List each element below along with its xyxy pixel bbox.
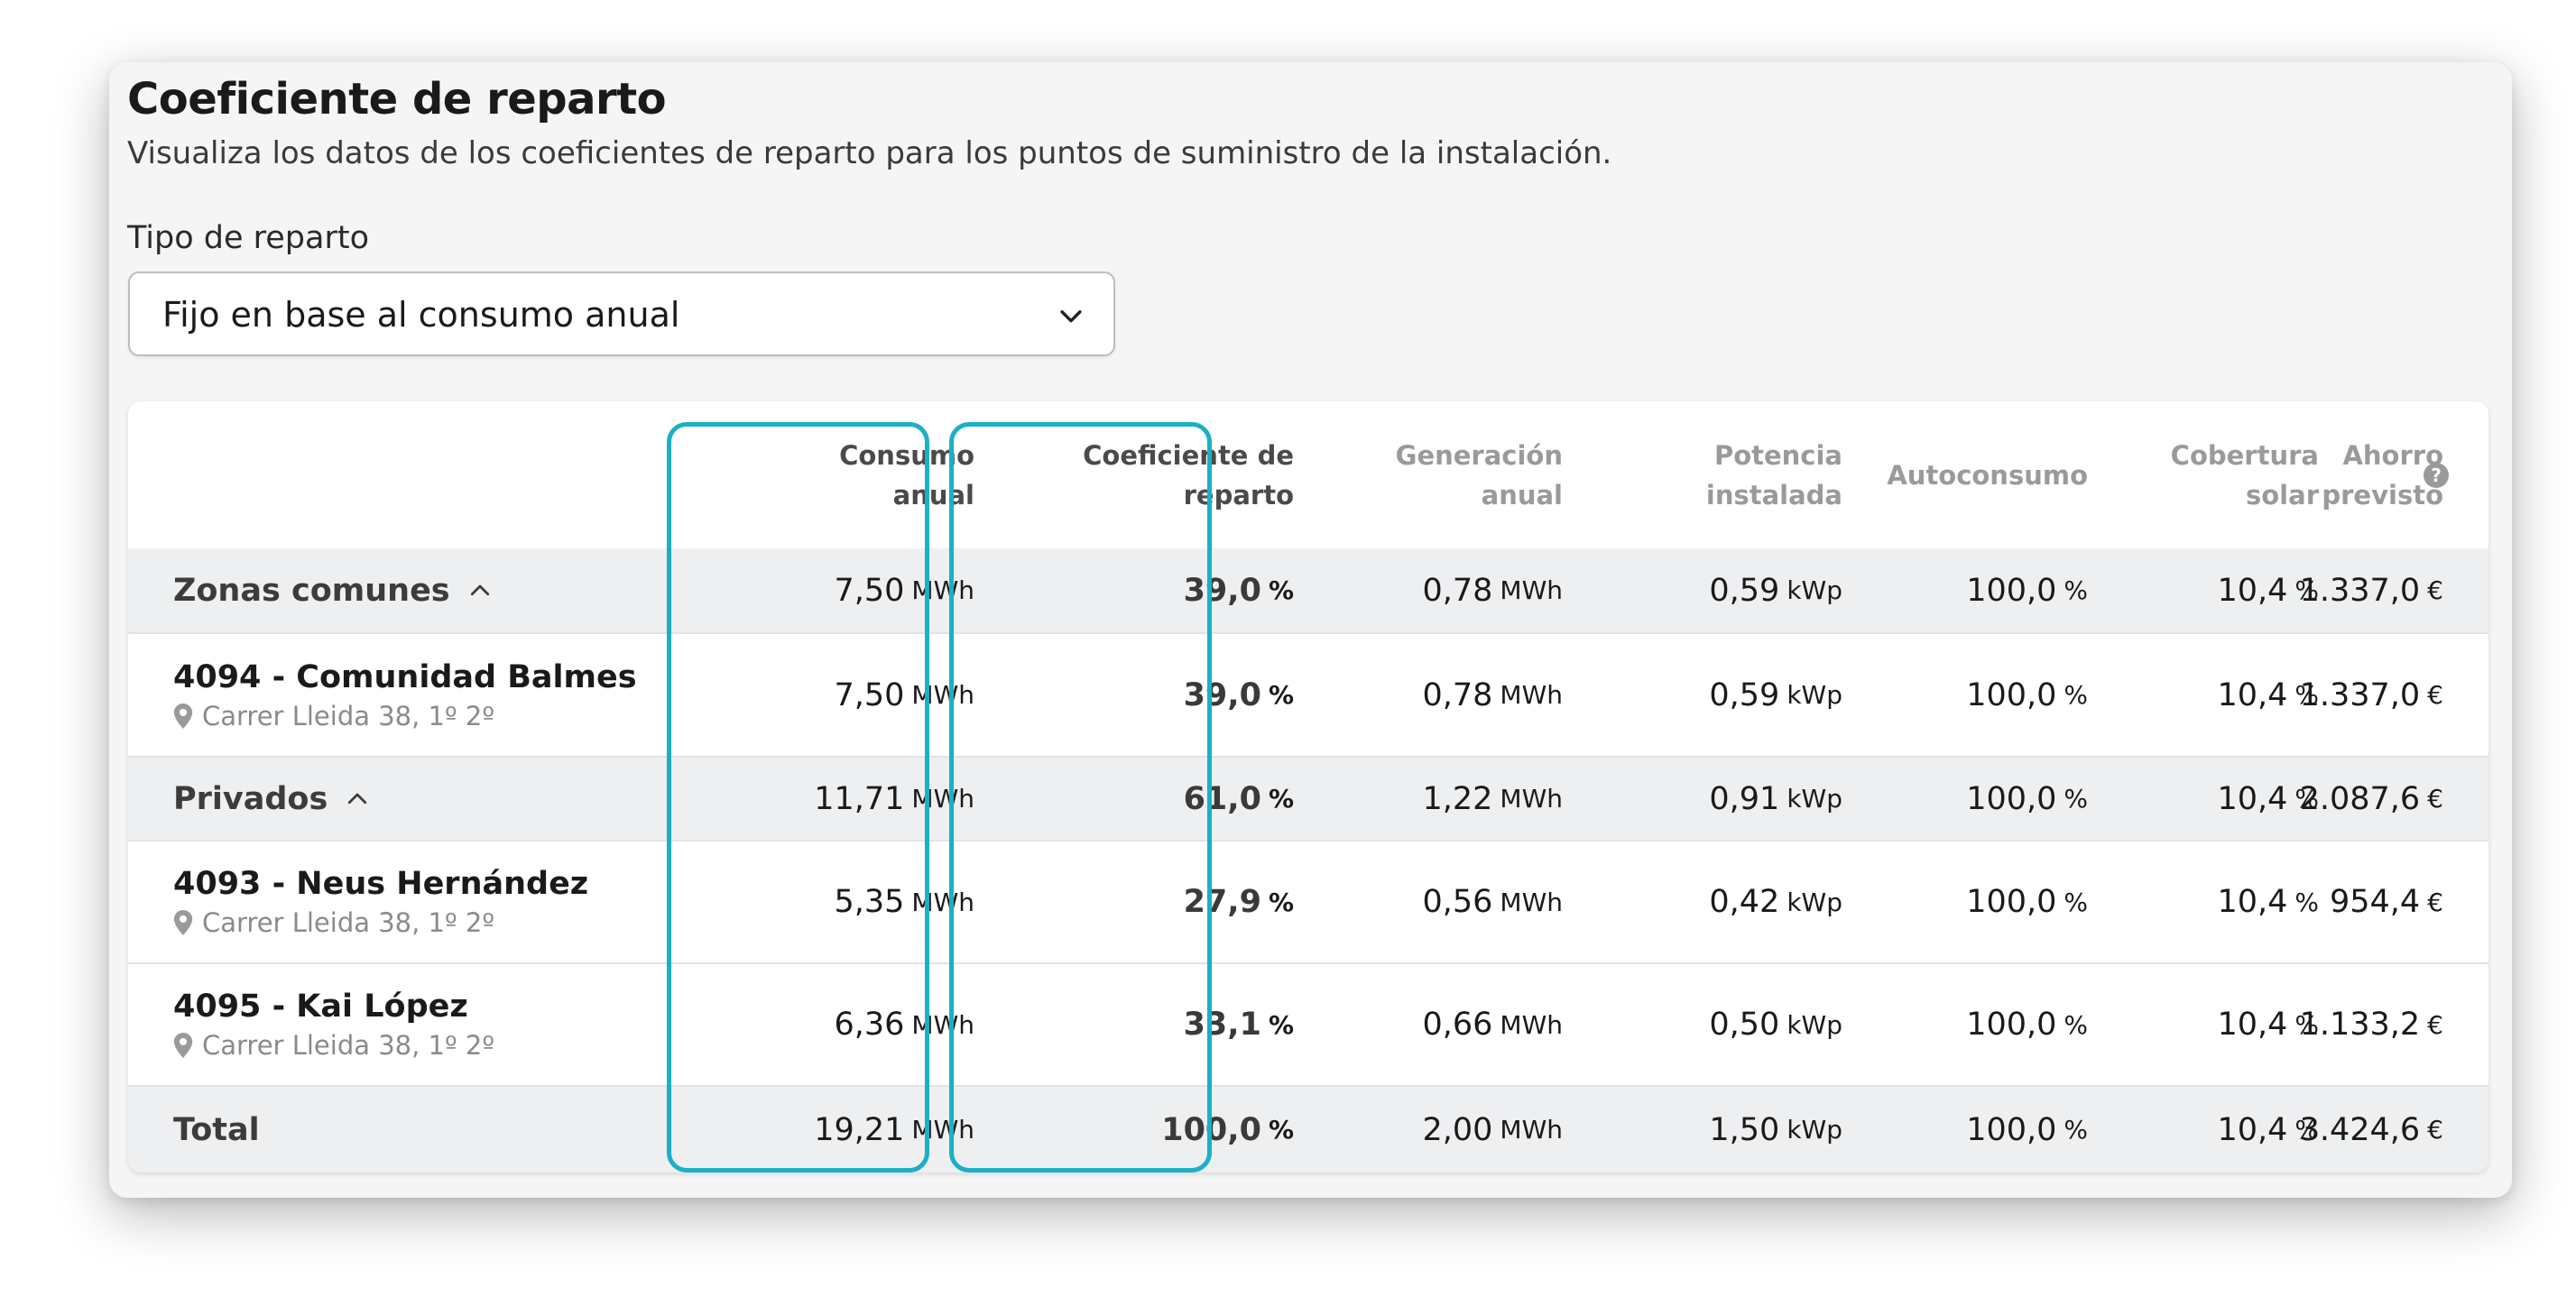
cell-generacion: 2,00 MWh bbox=[1422, 1111, 1563, 1148]
cell-ahorro: 1.337,0 € bbox=[2299, 572, 2443, 609]
col-header-ahorro: Ahorro previsto bbox=[2322, 439, 2443, 510]
table-group-row[interactable]: Privados 11,71 MWh 61,0% 1,22 MWh 0,91 kWp … bbox=[128, 756, 2488, 840]
chevron-up-icon[interactable] bbox=[344, 786, 371, 813]
cell-potencia: 0,50 kWp bbox=[1709, 1007, 1842, 1043]
cell-ahorro: 3.424,6 € bbox=[2299, 1111, 2443, 1148]
cell-cobertura: 10,4% bbox=[2217, 884, 2319, 920]
cell-autoconsumo: 100,0% bbox=[1966, 1007, 2088, 1043]
page-title: Coeficiente de reparto bbox=[127, 74, 667, 124]
cell-consumo: 7,50 MWh bbox=[834, 676, 974, 713]
table-row[interactable]: 4095 - Kai López Carrer Lleida 38, 1º 2º… bbox=[128, 962, 2488, 1085]
supply-point-address: Carrer Lleida 38, 1º 2º bbox=[202, 700, 494, 731]
supply-point-name: 4093 - Neus Hernández bbox=[173, 866, 589, 902]
cell-consumo: 11,71 MWh bbox=[814, 780, 974, 817]
coefficient-table: Consumo anual Coeficiente de reparto Gen… bbox=[128, 401, 2488, 1173]
cell-coeficiente: 33,1% bbox=[1183, 1007, 1294, 1043]
cell-coeficiente: 100,0% bbox=[1161, 1111, 1294, 1148]
cell-potencia: 0,59 kWp bbox=[1709, 676, 1842, 713]
table-header-row: Consumo anual Coeficiente de reparto Gen… bbox=[128, 401, 2488, 548]
total-label: Total bbox=[173, 1111, 260, 1148]
chevron-down-icon bbox=[1060, 310, 1082, 323]
table-row[interactable]: 4093 - Neus Hernández Carrer Lleida 38, … bbox=[128, 840, 2488, 962]
cell-cobertura: 10,4% bbox=[2217, 1007, 2319, 1043]
cell-autoconsumo: 100,0% bbox=[1966, 572, 2088, 609]
cell-generacion: 0,78 MWh bbox=[1422, 676, 1563, 713]
cell-cobertura: 10,4% bbox=[2217, 780, 2319, 817]
supply-point-name: 4094 - Comunidad Balmes bbox=[173, 658, 637, 695]
cell-consumo: 7,50 MWh bbox=[834, 572, 974, 609]
help-icon[interactable]: ? bbox=[2416, 401, 2449, 548]
cell-ahorro: 1.337,0 € bbox=[2299, 676, 2443, 713]
cell-ahorro: 954,4 € bbox=[2329, 884, 2443, 920]
cell-generacion: 1,22 MWh bbox=[1422, 780, 1563, 817]
cell-consumo: 6,36 MWh bbox=[834, 1007, 974, 1043]
cell-generacion: 0,78 MWh bbox=[1422, 572, 1563, 609]
chevron-up-icon[interactable] bbox=[466, 577, 494, 604]
map-pin-icon bbox=[173, 910, 193, 935]
page-subtitle: Visualiza los datos de los coeficientes … bbox=[127, 135, 1612, 171]
supply-point-address: Carrer Lleida 38, 1º 2º bbox=[202, 907, 494, 938]
col-header-cobertura: Cobertura solar bbox=[2170, 439, 2319, 510]
distribution-type-value: Fijo en base al consumo anual bbox=[162, 295, 680, 335]
cell-coeficiente: 39,0% bbox=[1183, 676, 1294, 713]
col-header-consumo: Consumo anual bbox=[839, 439, 974, 510]
map-pin-icon bbox=[173, 1033, 193, 1058]
cell-coeficiente: 61,0% bbox=[1183, 780, 1294, 817]
cell-potencia: 0,91 kWp bbox=[1709, 780, 1842, 817]
map-pin-icon bbox=[173, 703, 193, 729]
cell-consumo: 5,35 MWh bbox=[834, 884, 974, 920]
cell-ahorro: 2.087,6 € bbox=[2299, 780, 2443, 817]
cell-potencia: 1,50 kWp bbox=[1709, 1111, 1842, 1148]
cell-potencia: 0,42 kWp bbox=[1709, 884, 1842, 920]
cell-coeficiente: 39,0% bbox=[1183, 572, 1294, 609]
cell-autoconsumo: 100,0% bbox=[1966, 676, 2088, 713]
table-total-row: Total 19,21 MWh 100,0% 2,00 MWh 1,50 kWp 10… bbox=[128, 1085, 2488, 1173]
cell-autoconsumo: 100,0% bbox=[1966, 780, 2088, 817]
supply-point-address: Carrer Lleida 38, 1º 2º bbox=[202, 1030, 494, 1061]
cell-autoconsumo: 100,0% bbox=[1966, 1111, 2088, 1148]
cell-cobertura: 10,4% bbox=[2217, 676, 2319, 713]
cell-cobertura: 10,4% bbox=[2217, 572, 2319, 609]
table-row[interactable]: 4094 - Comunidad Balmes Carrer Lleida 38… bbox=[128, 632, 2488, 756]
col-header-autoconsumo: Autoconsumo bbox=[1887, 459, 2088, 491]
cell-consumo: 19,21 MWh bbox=[814, 1111, 974, 1148]
table-group-row[interactable]: Zonas comunes 7,50 MWh 39,0% 0,78 MWh 0,59… bbox=[128, 548, 2488, 632]
group-name: Zonas comunes bbox=[173, 572, 450, 609]
supply-point-name: 4095 - Kai López bbox=[173, 989, 468, 1025]
col-header-potencia: Potencia instalada bbox=[1705, 439, 1842, 510]
cell-potencia: 0,59 kWp bbox=[1709, 572, 1842, 609]
distribution-type-label: Tipo de reparto bbox=[127, 220, 370, 256]
cell-generacion: 0,66 MWh bbox=[1422, 1007, 1563, 1043]
col-header-generacion: Generación anual bbox=[1395, 439, 1563, 510]
col-header-coeficiente: Coeficiente de reparto bbox=[1083, 439, 1294, 510]
cell-coeficiente: 27,9% bbox=[1183, 884, 1294, 920]
group-name: Privados bbox=[173, 780, 328, 817]
distribution-type-select[interactable]: Fijo en base al consumo anual bbox=[128, 271, 1115, 356]
cell-generacion: 0,56 MWh bbox=[1422, 884, 1563, 920]
cell-autoconsumo: 100,0% bbox=[1966, 884, 2088, 920]
cell-cobertura: 10,4% bbox=[2217, 1111, 2319, 1148]
cell-ahorro: 1.133,2 € bbox=[2299, 1007, 2443, 1043]
